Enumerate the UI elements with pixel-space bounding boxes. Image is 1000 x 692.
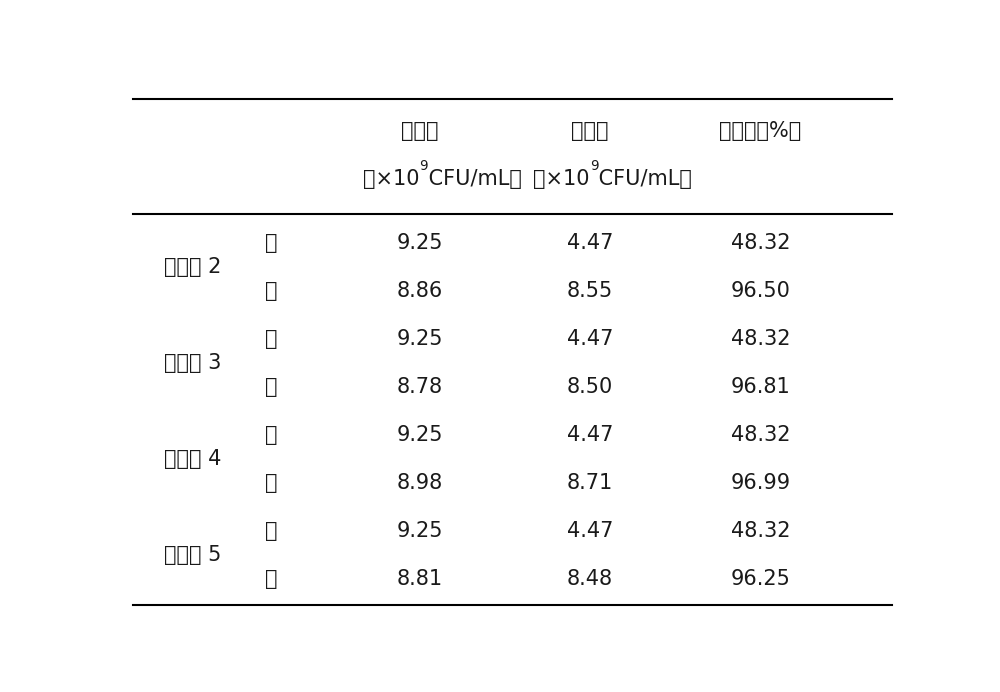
Text: 芽孢数: 芽孢数	[571, 121, 609, 141]
Text: 96.99: 96.99	[730, 473, 791, 493]
Text: 后: 后	[264, 473, 277, 493]
Text: 9.25: 9.25	[396, 520, 443, 540]
Text: （×10: （×10	[363, 169, 420, 189]
Text: 4.47: 4.47	[567, 233, 613, 253]
Text: 8.86: 8.86	[396, 281, 443, 301]
Text: CFU/mL）: CFU/mL）	[422, 169, 522, 189]
Text: 9: 9	[420, 158, 428, 172]
Text: 8.81: 8.81	[396, 569, 443, 589]
Text: CFU/mL）: CFU/mL）	[592, 169, 692, 189]
Text: 前: 前	[264, 329, 277, 349]
Text: 96.25: 96.25	[731, 569, 790, 589]
Text: 活菌数: 活菌数	[401, 121, 438, 141]
Text: 8.98: 8.98	[396, 473, 443, 493]
Text: 9.25: 9.25	[396, 329, 443, 349]
Text: 96.81: 96.81	[731, 376, 790, 397]
Text: 8.71: 8.71	[567, 473, 613, 493]
Text: 8.55: 8.55	[567, 281, 613, 301]
Text: 实施例 3: 实施例 3	[164, 353, 221, 373]
Text: 4.47: 4.47	[567, 520, 613, 540]
Text: 4.47: 4.47	[567, 329, 613, 349]
Text: 前: 前	[264, 520, 277, 540]
Text: 前: 前	[264, 425, 277, 445]
Text: 前: 前	[264, 233, 277, 253]
Text: 8.78: 8.78	[396, 376, 443, 397]
Text: 后: 后	[264, 376, 277, 397]
Text: 9.25: 9.25	[396, 233, 443, 253]
Text: 9: 9	[590, 158, 599, 172]
Text: 8.50: 8.50	[567, 376, 613, 397]
Text: 实施例 4: 实施例 4	[164, 448, 221, 468]
Text: 48.32: 48.32	[731, 329, 790, 349]
Text: 8.48: 8.48	[567, 569, 613, 589]
Text: 实施例 2: 实施例 2	[164, 257, 221, 277]
Text: 后: 后	[264, 569, 277, 589]
Text: 4.47: 4.47	[567, 425, 613, 445]
Text: 9.25: 9.25	[396, 425, 443, 445]
Text: 96.50: 96.50	[731, 281, 790, 301]
Text: 48.32: 48.32	[731, 425, 790, 445]
Text: 48.32: 48.32	[731, 520, 790, 540]
Text: 48.32: 48.32	[731, 233, 790, 253]
Text: 实施例 5: 实施例 5	[164, 545, 221, 565]
Text: 芽孢率（%）: 芽孢率（%）	[719, 121, 802, 141]
Text: （×10: （×10	[534, 169, 590, 189]
Text: 后: 后	[264, 281, 277, 301]
